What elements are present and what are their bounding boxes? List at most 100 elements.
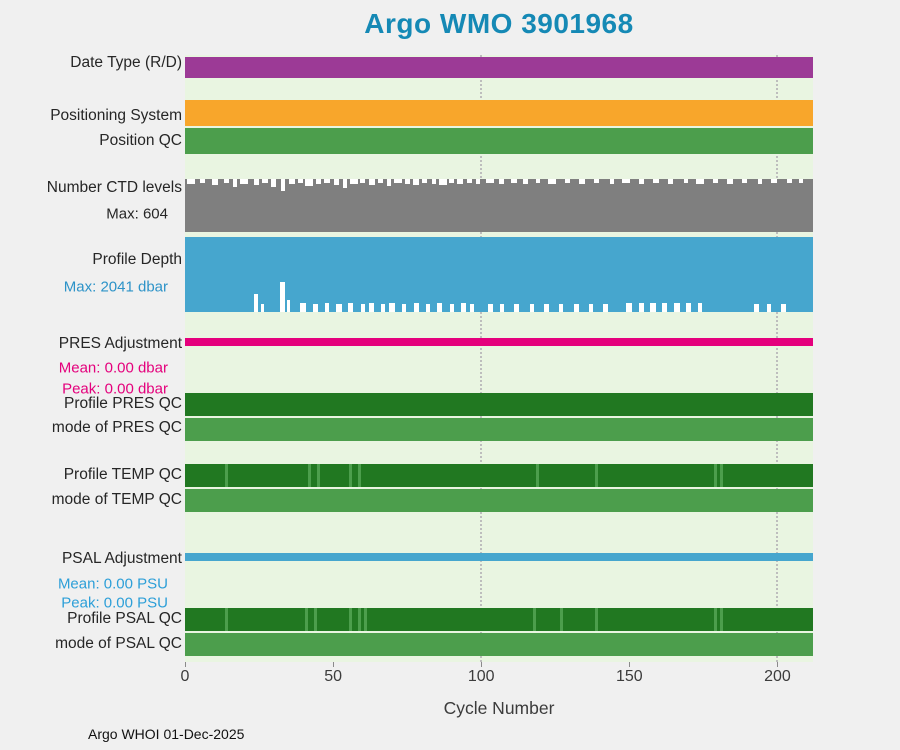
- qc-flag-mark: [719, 464, 723, 487]
- data-notch: [253, 179, 259, 185]
- row-bar-mode-psal-qc: [185, 633, 813, 656]
- qc-flag-mark: [559, 608, 563, 631]
- row-label-date-type: Date Type (R/D): [70, 54, 182, 71]
- data-notch: [523, 179, 529, 184]
- data-notch: [348, 303, 354, 312]
- data-notch: [300, 303, 307, 312]
- row-label-profile-psal-qc: Profile PSAL QC: [67, 610, 182, 627]
- data-notch: [603, 304, 609, 312]
- data-notch: [626, 303, 633, 312]
- data-notch: [413, 179, 420, 185]
- data-notch: [696, 179, 705, 184]
- data-notch: [431, 179, 436, 184]
- data-notch: [271, 179, 277, 187]
- row-bar-positioning-system: [185, 100, 813, 126]
- gridline-x-100: [480, 55, 483, 662]
- data-notch: [389, 303, 396, 312]
- data-notch: [342, 179, 347, 188]
- row-bar-ctd-levels: [185, 179, 813, 232]
- data-notch: [254, 294, 259, 312]
- data-notch: [771, 179, 778, 183]
- qc-flag-mark: [224, 464, 228, 487]
- data-notch: [333, 179, 339, 185]
- data-notch: [543, 304, 549, 312]
- row-bar-date-type: [185, 57, 813, 78]
- data-notch: [499, 304, 504, 312]
- data-notch: [349, 179, 358, 184]
- data-notch: [578, 179, 585, 184]
- row-bar-pres-adjustment: [185, 338, 813, 346]
- data-notch: [449, 179, 455, 183]
- qc-flag-mark: [536, 464, 539, 487]
- data-notch: [786, 179, 792, 183]
- data-notch: [404, 179, 410, 184]
- data-notch: [360, 179, 366, 183]
- qc-flag-mark: [316, 464, 320, 487]
- data-notch: [437, 303, 443, 312]
- data-notch: [510, 179, 517, 183]
- row-label-mode-temp-qc: mode of TEMP QC: [51, 491, 182, 508]
- data-notch: [360, 304, 365, 312]
- data-notch: [387, 179, 392, 186]
- row-bar-position-qc: [185, 128, 813, 154]
- data-notch: [240, 179, 249, 184]
- data-notch: [712, 179, 718, 183]
- data-notch: [336, 304, 343, 312]
- x-tick-0: [185, 662, 186, 667]
- x-tick-50: [333, 662, 335, 667]
- data-notch: [662, 303, 668, 312]
- data-notch: [305, 179, 314, 186]
- row-bar-psal-adjustment: [185, 553, 813, 561]
- data-notch: [381, 304, 386, 312]
- row-sublabel-psal-adjustment-1: Peak: 0.00 PSU: [61, 594, 168, 612]
- row-bar-profile-depth: [185, 237, 813, 312]
- x-tick-label-150: 150: [615, 668, 643, 685]
- row-label-mode-psal-qc: mode of PSAL QC: [55, 635, 182, 652]
- data-notch: [683, 179, 688, 183]
- data-notch: [470, 304, 475, 312]
- data-notch: [413, 303, 419, 312]
- qc-flag-mark: [719, 608, 723, 631]
- gridline-x-200: [776, 55, 779, 662]
- data-notch: [686, 303, 692, 312]
- data-notch: [233, 179, 238, 187]
- row-label-mode-pres-qc: mode of PRES QC: [51, 419, 182, 436]
- row-bar-profile-psal-qc: [185, 608, 813, 631]
- data-notch: [766, 304, 771, 312]
- row-sublabel-pres-adjustment-0: Mean: 0.00 dbar: [58, 359, 168, 377]
- qc-flag-mark: [307, 464, 311, 487]
- qc-flag-mark: [533, 608, 537, 631]
- qc-flag-mark: [224, 608, 228, 631]
- data-notch: [425, 304, 430, 312]
- data-notch: [211, 179, 218, 185]
- data-notch: [548, 179, 557, 184]
- data-notch: [466, 179, 472, 183]
- data-notch: [486, 179, 495, 183]
- data-notch: [564, 179, 570, 183]
- x-tick-100: [481, 662, 483, 667]
- row-sublabel-ctd-levels-0: Max: 604: [106, 205, 168, 223]
- row-label-ctd-levels: Number CTD levels: [46, 179, 182, 196]
- data-notch: [315, 179, 321, 184]
- qc-flag-mark: [713, 608, 717, 631]
- data-notch: [223, 179, 229, 183]
- data-notch: [260, 304, 264, 312]
- data-notch: [457, 179, 464, 184]
- data-notch: [287, 300, 291, 312]
- data-notch: [742, 179, 748, 183]
- data-notch: [369, 303, 375, 312]
- data-notch: [394, 179, 403, 183]
- row-sublabel-pres-adjustment-1: Peak: 0.00 dbar: [62, 380, 168, 398]
- row-label-profile-temp-qc: Profile TEMP QC: [63, 466, 182, 483]
- data-notch: [673, 303, 680, 312]
- qc-flag-mark: [349, 608, 353, 631]
- data-notch: [594, 179, 600, 183]
- data-notch: [573, 304, 579, 312]
- data-notch: [288, 179, 295, 184]
- data-notch: [280, 282, 286, 312]
- row-bar-profile-temp-qc: [185, 464, 813, 487]
- x-axis-label: Cycle Number: [443, 698, 555, 718]
- x-tick-label-200: 200: [764, 668, 791, 685]
- row-label-position-qc: Position QC: [99, 132, 182, 149]
- data-notch: [324, 179, 331, 183]
